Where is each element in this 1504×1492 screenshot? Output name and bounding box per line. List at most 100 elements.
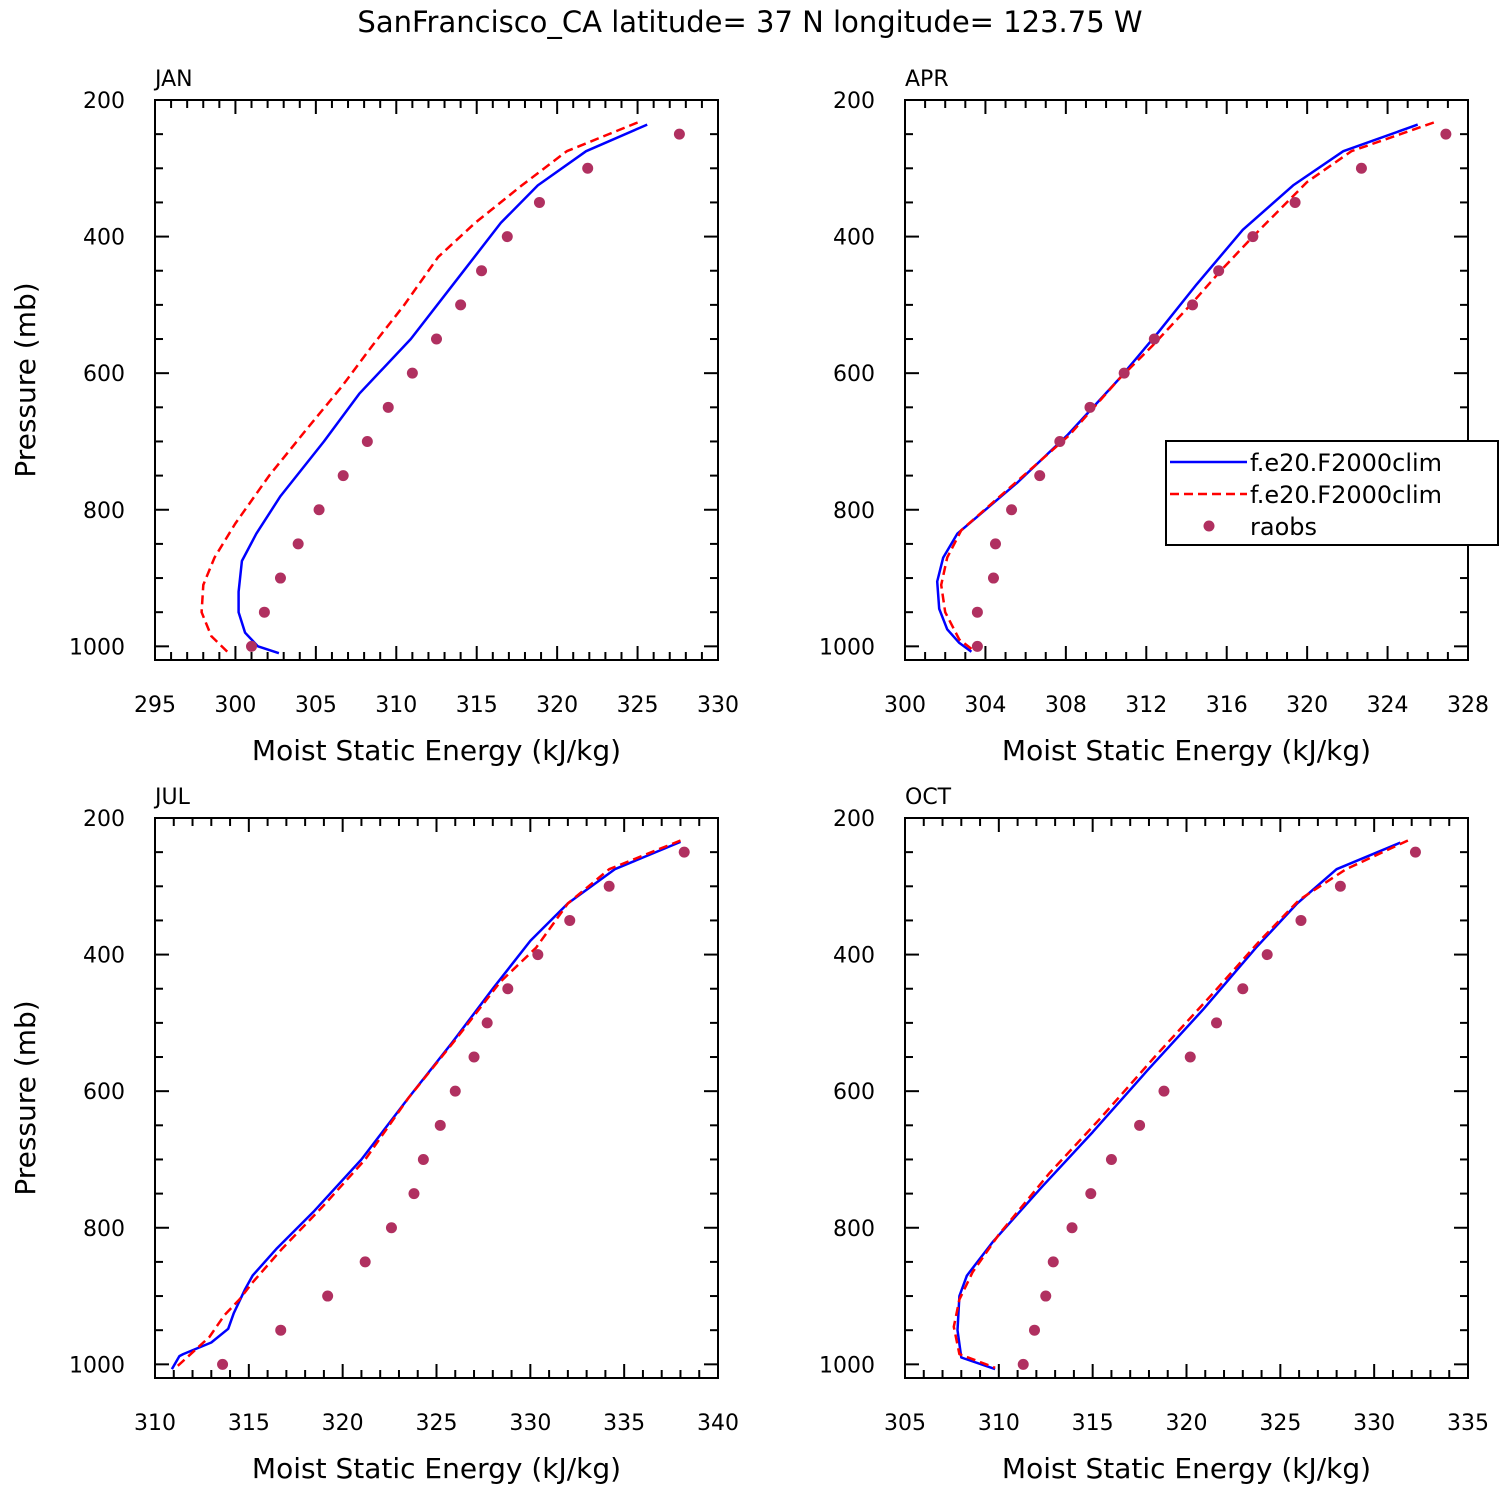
raobs-point — [431, 333, 442, 345]
x-tick-label: 330 — [1353, 1411, 1395, 1436]
y-tick-label: 400 — [833, 944, 875, 969]
y-axis-label: Pressure (mb) — [9, 282, 42, 477]
legend: f.e20.F2000clim f.e20.F2000clim raobs — [1165, 440, 1499, 546]
raobs-point — [361, 435, 373, 447]
raobs-point — [1118, 367, 1130, 379]
y-axis-label: Pressure (mb) — [9, 1000, 42, 1195]
raobs-point — [468, 1051, 480, 1063]
x-tick-label: 315 — [1072, 1411, 1114, 1436]
raobs-point — [971, 606, 983, 618]
raobs-point — [382, 401, 394, 413]
raobs-point — [1105, 1153, 1117, 1165]
x-axis-label: Moist Static Energy (kJ/kg) — [1002, 1452, 1371, 1485]
x-tick-label: 320 — [536, 693, 578, 718]
x-tick-label: 328 — [1447, 693, 1489, 718]
panels: JAN 295 300 305 310 315 320 325 330 200 400 600 800 1… — [9, 67, 1489, 1485]
plot-frame — [154, 99, 719, 661]
raobs-point — [449, 1085, 461, 1097]
plot-frame — [904, 817, 1469, 1379]
panel-label: JAN — [153, 67, 193, 92]
x-axis-label: Moist Static Energy (kJ/kg) — [1002, 734, 1371, 767]
x-tick-label: 325 — [416, 1411, 458, 1436]
raobs-point — [455, 299, 467, 311]
x-tick-label: 324 — [1367, 693, 1409, 718]
x-tick-label: 330 — [697, 693, 739, 718]
x-tick-label: 300 — [884, 693, 926, 718]
y-tick-label: 200 — [83, 89, 125, 114]
series-line-dashed — [200, 121, 639, 653]
x-tick-label: 310 — [978, 1411, 1020, 1436]
raobs-point — [987, 572, 999, 584]
y-tick-label: 600 — [83, 1080, 125, 1105]
y-tick-label: 1000 — [69, 1353, 125, 1378]
panel-jul: JUL 310 315 320 325 330 335 340 200 400 600 800 1000… — [9, 785, 739, 1485]
panel-label: JUL — [153, 785, 191, 810]
raobs-point — [1054, 435, 1066, 447]
y-tick-label: 1000 — [819, 1353, 875, 1378]
raobs-point — [385, 1222, 397, 1234]
raobs-point — [501, 231, 513, 243]
raobs-point — [1084, 401, 1096, 413]
x-tick-label: 320 — [1166, 1411, 1208, 1436]
raobs-point — [1334, 880, 1346, 892]
x-tick-label: 335 — [603, 1411, 645, 1436]
x-tick-label: 325 — [617, 693, 659, 718]
series-line-solid — [170, 840, 681, 1370]
x-tick-label: 320 — [322, 1411, 364, 1436]
series-line-dashed — [939, 121, 1435, 652]
raobs-point — [481, 1017, 493, 1029]
raobs-point — [1158, 1085, 1170, 1097]
raobs-point — [217, 1358, 229, 1370]
raobs-point — [603, 880, 615, 892]
plot-frame — [154, 817, 719, 1379]
y-tick-label: 400 — [83, 944, 125, 969]
raobs-point — [564, 914, 576, 926]
raobs-point — [1085, 1188, 1097, 1200]
raobs-point — [1006, 504, 1018, 516]
raobs-point — [258, 606, 270, 618]
legend-label: raobs — [1250, 513, 1317, 541]
y-tick-label: 200 — [833, 807, 875, 832]
raobs-point — [1148, 333, 1160, 345]
x-tick-label: 310 — [375, 693, 417, 718]
raobs-point — [417, 1153, 429, 1165]
series-line-solid — [935, 123, 1419, 653]
x-tick-label: 320 — [1286, 693, 1328, 718]
raobs-point — [1213, 265, 1225, 277]
raobs-point — [275, 1324, 287, 1336]
raobs-point — [532, 949, 544, 961]
x-tick-label: 325 — [1259, 1411, 1301, 1436]
raobs-point — [337, 470, 349, 482]
raobs-point — [1355, 162, 1367, 174]
raobs-point — [971, 640, 983, 652]
y-tick-label: 200 — [83, 807, 125, 832]
raobs-point — [1261, 949, 1273, 961]
y-tick-label: 200 — [833, 89, 875, 114]
x-axis-label: Moist Static Energy (kJ/kg) — [252, 1452, 621, 1485]
raobs-point — [673, 128, 685, 140]
raobs-point — [678, 846, 690, 858]
x-tick-label: 310 — [134, 1411, 176, 1436]
raobs-point — [1295, 914, 1307, 926]
x-tick-label: 335 — [1447, 1411, 1489, 1436]
raobs-point — [274, 572, 286, 584]
raobs-point — [1237, 983, 1249, 995]
raobs-point — [1017, 1358, 1029, 1370]
raobs-point — [1184, 1051, 1196, 1063]
raobs-point — [292, 538, 304, 550]
x-tick-label: 330 — [509, 1411, 551, 1436]
x-tick-label: 315 — [228, 1411, 270, 1436]
raobs-point — [989, 538, 1001, 550]
series-line-solid — [237, 123, 648, 655]
panel-label: APR — [905, 67, 949, 92]
raobs-point — [313, 504, 325, 516]
raobs-point — [1028, 1324, 1040, 1336]
series-line-dashed — [174, 839, 681, 1369]
x-tick-label: 300 — [214, 693, 256, 718]
raobs-point — [408, 1188, 420, 1200]
x-tick-label: 340 — [697, 1411, 739, 1436]
raobs-point — [533, 196, 545, 208]
raobs-point — [406, 367, 418, 379]
y-tick-label: 400 — [83, 226, 125, 251]
raobs-point — [1047, 1256, 1059, 1268]
